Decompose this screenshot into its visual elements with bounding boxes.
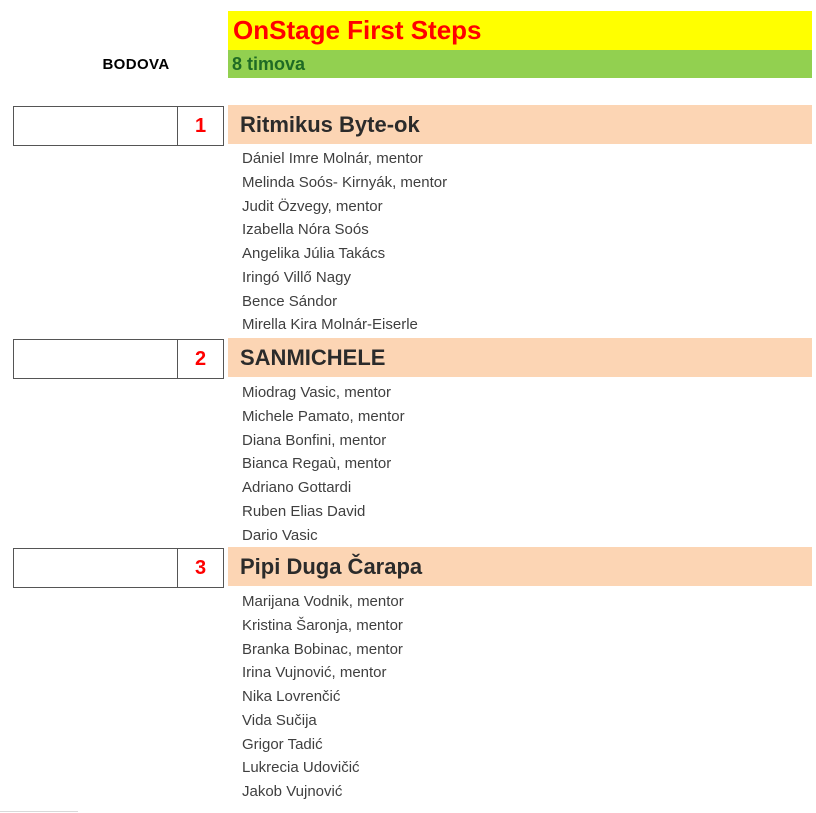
member-name: Jakob Vujnović xyxy=(242,783,343,800)
team-score-box: 2 xyxy=(13,339,224,379)
team-score-box: 3 xyxy=(13,548,224,588)
member-name: Diana Bonfini, mentor xyxy=(242,431,387,449)
bottom-gridline xyxy=(0,811,78,812)
member-name: Miodrag Vasic, mentor xyxy=(242,384,391,401)
team-rank: 2 xyxy=(194,347,207,370)
member-name: Judit Özvegy, mentor xyxy=(242,197,383,215)
member-name: Izabella Nóra Soós xyxy=(242,221,369,239)
score-input-cell[interactable] xyxy=(14,549,178,587)
member-name: Ruben Elias David xyxy=(242,502,366,520)
score-input-cell[interactable] xyxy=(14,107,178,145)
member-name: Marijana Vodnik, mentor xyxy=(242,593,404,610)
score-input-cell[interactable] xyxy=(14,340,178,378)
member-name: Adriano Gottardi xyxy=(242,479,352,496)
team-score-box: 1 xyxy=(13,106,224,146)
points-column-header: BODOVA xyxy=(102,55,170,73)
event-title-bar: OnStage First Steps xyxy=(228,11,812,50)
member-name: Melinda Soós- Kirnyák, mentor xyxy=(242,173,448,191)
member-name: Branka Bobinac, mentor xyxy=(242,640,403,658)
team-header-band: SANMICHELE xyxy=(228,338,812,377)
member-name: Michele Pamato, mentor xyxy=(242,407,405,425)
member-name: Vida Sučija xyxy=(242,711,317,729)
team-count-label: 8 timova xyxy=(232,53,306,74)
member-name: Bence Sándor xyxy=(242,292,338,310)
team-rank: 3 xyxy=(194,556,207,579)
team-member-list: Miodrag Vasic, mentor Michele Pamato, men… xyxy=(228,381,812,547)
team-member-list: Marijana Vodnik, mentor Kristina Šaronja,… xyxy=(228,590,812,804)
member-name: Dániel Imre Molnár, mentor xyxy=(242,150,423,167)
member-name: Mirella Kira Molnár-Eiserle xyxy=(242,316,418,334)
team-member-list: Dániel Imre Molnár, mentor Melinda Soós- … xyxy=(228,147,812,337)
member-name: Irina Vujnović, mentor xyxy=(242,664,387,682)
team-name: SANMICHELE xyxy=(240,344,386,370)
team-name: Ritmikus Byte-ok xyxy=(240,111,420,137)
team-header-band: Ritmikus Byte-ok xyxy=(228,105,812,144)
member-name: Nika Lovrenčić xyxy=(242,688,341,705)
member-name: Lukrecia Udovičić xyxy=(242,759,360,777)
team-header-band: Pipi Duga Čarapa xyxy=(228,547,812,586)
member-name: Iringó Villő Nagy xyxy=(242,268,351,286)
member-name: Kristina Šaronja, mentor xyxy=(242,616,403,634)
member-name: Angelika Júlia Takács xyxy=(242,245,386,262)
team-count-bar: 8 timova xyxy=(228,50,812,78)
member-name: Dario Vasic xyxy=(242,526,318,544)
event-title: OnStage First Steps xyxy=(233,15,482,45)
team-rank: 1 xyxy=(194,114,207,137)
member-name: Bianca Regaù, mentor xyxy=(242,455,392,473)
team-name: Pipi Duga Čarapa xyxy=(240,553,423,579)
member-name: Grigor Tadić xyxy=(242,735,323,753)
